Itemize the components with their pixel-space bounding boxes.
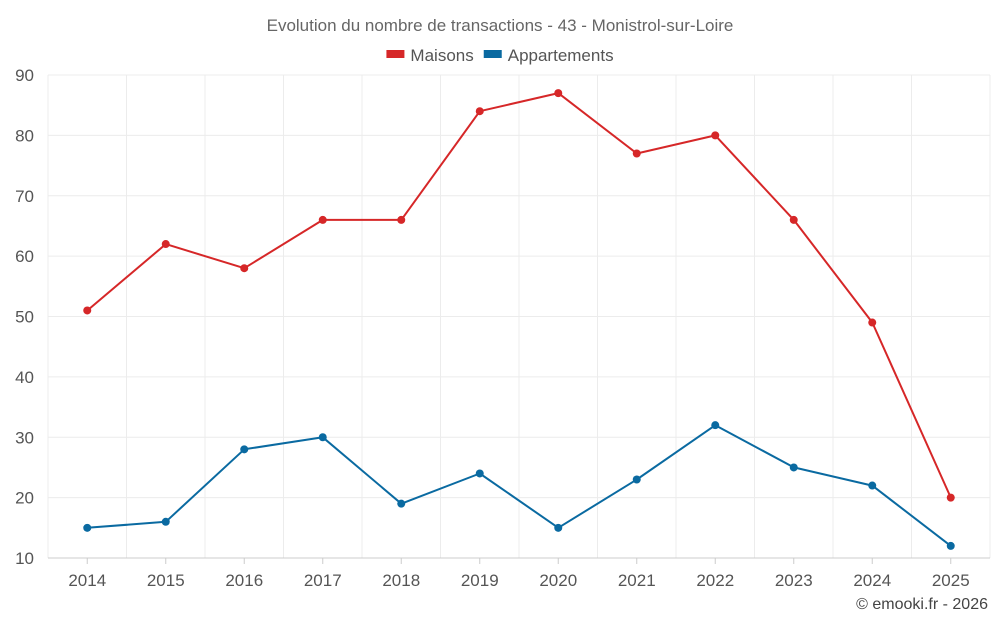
data-point-maisons[interactable] [161, 240, 170, 249]
y-tick-label: 50 [15, 308, 34, 327]
data-point-appartements[interactable] [868, 481, 877, 490]
x-tick-label: 2025 [932, 571, 970, 590]
x-tick-label: 2021 [618, 571, 656, 590]
y-tick-label: 30 [15, 428, 34, 447]
data-point-maisons[interactable] [711, 131, 720, 140]
data-point-appartements[interactable] [83, 523, 92, 532]
legend-swatch-appartements [483, 50, 502, 58]
data-point-appartements[interactable] [632, 475, 641, 484]
y-tick-label: 20 [15, 489, 34, 508]
data-point-appartements[interactable] [554, 523, 563, 532]
data-point-appartements[interactable] [946, 541, 955, 550]
data-point-appartements[interactable] [789, 463, 798, 472]
x-tick-label: 2023 [775, 571, 813, 590]
data-point-appartements[interactable] [711, 421, 720, 430]
grid [47, 74, 991, 558]
data-point-maisons[interactable] [240, 264, 249, 273]
data-point-appartements[interactable] [161, 517, 170, 526]
y-tick-label: 10 [15, 549, 34, 568]
x-tick-label: 2024 [853, 571, 891, 590]
data-point-maisons[interactable] [789, 215, 798, 224]
series-line-maisons [86, 92, 952, 499]
data-point-appartements[interactable] [475, 469, 484, 478]
data-point-maisons[interactable] [554, 89, 563, 98]
data-point-maisons[interactable] [83, 306, 92, 315]
x-tick-label: 2017 [304, 571, 342, 590]
x-tick-label: 2015 [147, 571, 185, 590]
data-point-maisons[interactable] [868, 318, 877, 327]
x-tick-label: 2016 [225, 571, 263, 590]
y-tick-label: 40 [15, 368, 34, 387]
x-tick-label: 2018 [382, 571, 420, 590]
x-tick-label: 2020 [539, 571, 577, 590]
chart-title: Evolution du nombre de transactions - 43… [267, 16, 734, 35]
data-point-maisons[interactable] [318, 215, 327, 224]
x-tick-label: 2019 [461, 571, 499, 590]
y-axis: 10 20 30 40 50 60 70 80 90 [15, 66, 34, 568]
data-point-maisons[interactable] [397, 215, 406, 224]
x-tick-label: 2014 [68, 571, 106, 590]
data-point-maisons[interactable] [946, 493, 955, 502]
legend: Maisons Appartements [386, 46, 614, 65]
data-point-appartements[interactable] [318, 433, 327, 442]
data-point-appartements[interactable] [240, 445, 249, 454]
x-tick-label: 2022 [696, 571, 734, 590]
data-point-appartements[interactable] [397, 499, 406, 508]
credit-text: © emooki.fr - 2026 [856, 596, 988, 613]
legend-swatch-maisons [386, 50, 405, 58]
series-line-appartements [87, 424, 952, 547]
series-group [83, 89, 955, 550]
data-point-maisons[interactable] [632, 149, 641, 158]
legend-label-maisons[interactable]: Maisons [410, 46, 473, 65]
legend-label-appartements[interactable]: Appartements [508, 46, 614, 65]
y-tick-label: 70 [15, 187, 34, 206]
y-tick-label: 90 [15, 66, 34, 85]
y-tick-label: 60 [15, 247, 34, 266]
x-axis: 2014 2015 2016 2017 2018 2019 2020 2021 2022 2023… [48, 557, 990, 590]
y-tick-label: 80 [15, 126, 34, 145]
data-point-maisons[interactable] [475, 107, 484, 116]
